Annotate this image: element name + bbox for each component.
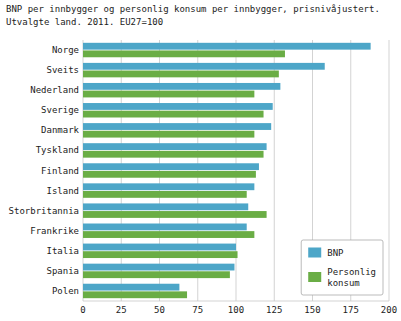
tick-label: 200 <box>381 305 397 315</box>
legend-label: Personligkonsum <box>327 267 376 288</box>
bar <box>83 91 254 98</box>
bar <box>83 224 247 231</box>
legend: BNP Personligkonsum <box>301 240 383 295</box>
bar <box>83 284 179 291</box>
x-axis-line <box>83 301 389 302</box>
bar <box>83 191 247 198</box>
category-label: Danmark <box>41 125 80 135</box>
bar <box>83 131 254 138</box>
grid-line <box>159 40 160 301</box>
category-label: Nederland <box>30 85 79 95</box>
category-label: Spania <box>46 266 79 276</box>
category-label: Frankrike <box>30 226 79 236</box>
tick-label: 0 <box>80 305 85 315</box>
legend-swatch <box>308 272 321 282</box>
bar <box>83 83 280 90</box>
bar <box>83 251 238 258</box>
bar <box>83 203 248 210</box>
category-label: Polen <box>52 286 79 296</box>
subtitle: Utvalgte land. 2011. EU27=100 <box>6 17 163 27</box>
bar <box>83 151 264 158</box>
grid-line <box>197 40 198 301</box>
bar <box>83 50 285 57</box>
chart-container: BNP per innbygger og personlig konsum pe… <box>0 0 401 321</box>
y-axis-labels: Norge Sveits Nederland Sverige Danmark Tyskla… <box>9 45 80 296</box>
tick-label: 25 <box>116 305 127 315</box>
legend-box <box>301 240 383 295</box>
bar <box>83 103 273 110</box>
chart: BNP per innbygger og personlig konsum pe… <box>0 0 401 321</box>
legend-label: BNP <box>327 248 344 258</box>
legend-swatch <box>308 248 321 258</box>
bar <box>83 111 264 118</box>
bar <box>83 143 267 150</box>
bar <box>83 71 279 78</box>
tick-label: 100 <box>228 305 244 315</box>
category-label: Finland <box>41 166 79 176</box>
grid-line <box>274 40 275 301</box>
bar <box>83 271 230 278</box>
bar <box>83 231 254 238</box>
tick-label: 150 <box>304 305 320 315</box>
tick-label: 175 <box>343 305 359 315</box>
category-label: Norge <box>52 45 79 55</box>
tick-label: 75 <box>192 305 203 315</box>
category-label: Storbritannia <box>9 206 79 216</box>
category-label: Tyskland <box>36 145 79 155</box>
tick-label: 125 <box>266 305 282 315</box>
background <box>0 0 401 321</box>
grid-line <box>389 40 390 301</box>
grid-line <box>121 40 122 301</box>
bar <box>83 244 236 251</box>
bar <box>83 171 256 178</box>
bar <box>83 291 187 298</box>
category-label: Sveits <box>46 65 79 75</box>
bar <box>83 183 254 190</box>
category-label: Sverige <box>41 105 79 115</box>
grid-line <box>236 40 237 301</box>
category-label: Italia <box>46 246 79 256</box>
x-axis: 0 25 50 75 100 125 150 175 200 <box>80 301 397 315</box>
bar <box>83 211 267 218</box>
bar <box>83 43 371 50</box>
grid <box>83 40 389 301</box>
bar <box>83 123 271 130</box>
title: BNP per innbygger og personlig konsum pe… <box>6 4 380 14</box>
bar <box>83 163 259 170</box>
category-label: Island <box>46 186 79 196</box>
bar <box>83 63 325 70</box>
grid-line <box>83 40 84 301</box>
tick-label: 50 <box>154 305 165 315</box>
bar <box>83 264 234 271</box>
